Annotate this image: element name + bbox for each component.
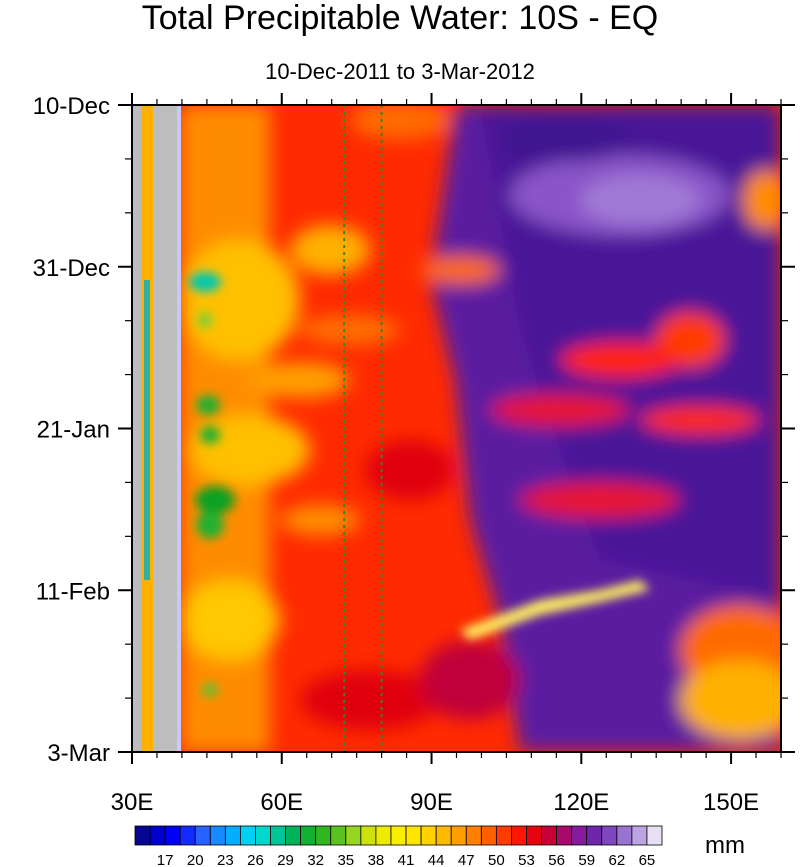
chart-subtitle: 10-Dec-2011 to 3-Mar-2012 <box>265 59 535 84</box>
chart-title: Total Precipitable Water: 10S - EQ <box>141 0 659 37</box>
coastal-strip-moist <box>144 280 150 580</box>
colorbar-label: 53 <box>518 852 535 867</box>
colorbar-label: 17 <box>157 852 174 867</box>
colorbar-label: 29 <box>277 852 294 867</box>
colorbar-box <box>345 825 362 846</box>
colorbar-label: 65 <box>639 852 656 867</box>
colorbar-box <box>495 825 512 846</box>
reference-lines <box>343 105 383 752</box>
colorbar-box <box>149 825 166 846</box>
colorbar-box <box>315 825 332 846</box>
colorbar-box <box>616 825 633 846</box>
colorbar-label: 38 <box>368 852 385 867</box>
colorbar-box <box>390 825 407 846</box>
y-tick-label: 21-Jan <box>37 417 110 444</box>
colorbar-label: 59 <box>578 852 595 867</box>
colorbar-label: 26 <box>247 852 264 867</box>
colorbar-box <box>465 825 482 846</box>
colorbar-unit: mm <box>705 832 745 859</box>
colorbar-box <box>164 825 181 846</box>
colorbar-box <box>571 825 588 846</box>
x-tick-label: 60E <box>260 789 303 816</box>
y-tick-label: 3-Mar <box>47 740 110 767</box>
y-tick-label: 10-Dec <box>33 93 110 120</box>
colorbar-box <box>194 825 211 846</box>
colorbar-label: 32 <box>307 852 324 867</box>
colorbar-box <box>255 825 271 846</box>
x-tick-label: 150E <box>703 789 759 816</box>
colorbar-box <box>541 825 557 846</box>
field-blobs <box>180 105 781 752</box>
colorbar-box <box>285 825 302 846</box>
colorbar-box <box>405 825 422 846</box>
coast-edge <box>177 105 181 752</box>
x-tick-label: 30E <box>111 789 154 816</box>
colorbar-box <box>480 825 497 846</box>
colorbar-box <box>330 825 347 846</box>
colorbar-box <box>601 825 618 846</box>
colorbar-box <box>450 825 467 846</box>
colorbar-box <box>556 825 573 846</box>
colorbar-box <box>300 825 317 846</box>
colorbar-label: 62 <box>608 852 625 867</box>
colorbar-label: 50 <box>488 852 505 867</box>
colorbar-label: 44 <box>428 852 445 867</box>
colorbar-label: 41 <box>398 852 415 867</box>
colorbar-box <box>239 825 256 846</box>
x-tick-label: 120E <box>553 789 609 816</box>
missing-strip-left <box>132 105 141 752</box>
axes: 30E 60E 90E 120E 150E 10-Dec 31-Dec 21-Jan 11-Fe… <box>33 93 795 816</box>
y-tick-label: 11-Feb <box>36 578 110 605</box>
x-tick-label: 90E <box>410 789 453 816</box>
colorbar-box <box>270 825 286 846</box>
plot-field <box>132 105 781 752</box>
colorbar-box <box>209 825 226 846</box>
colorbar-box <box>631 825 648 846</box>
colorbar-box <box>134 825 151 846</box>
colorbar-box <box>511 825 527 846</box>
colorbar-box <box>224 825 241 846</box>
colorbar-box <box>646 825 663 846</box>
colorbar-label: 56 <box>548 852 565 867</box>
colorbar-box <box>375 825 392 846</box>
colorbar-box <box>360 825 377 846</box>
y-tick-label: 31-Dec <box>33 255 110 282</box>
colorbar-label: 35 <box>337 852 354 867</box>
colorbar-box <box>435 825 452 846</box>
colorbar-label: 47 <box>458 852 475 867</box>
colorbar-box <box>179 825 196 846</box>
missing-strip-main <box>153 105 177 752</box>
colorbar-box <box>586 825 603 846</box>
colorbar-label: 20 <box>187 852 204 867</box>
colorbar-label: 23 <box>217 852 234 867</box>
colorbar-box <box>526 825 542 846</box>
colorbar-box <box>420 825 437 846</box>
colorbar: 17 20 23 26 29 32 35 38 41 44 47 50 53 56 59 62 65 <box>134 825 663 867</box>
field-features <box>189 272 650 697</box>
